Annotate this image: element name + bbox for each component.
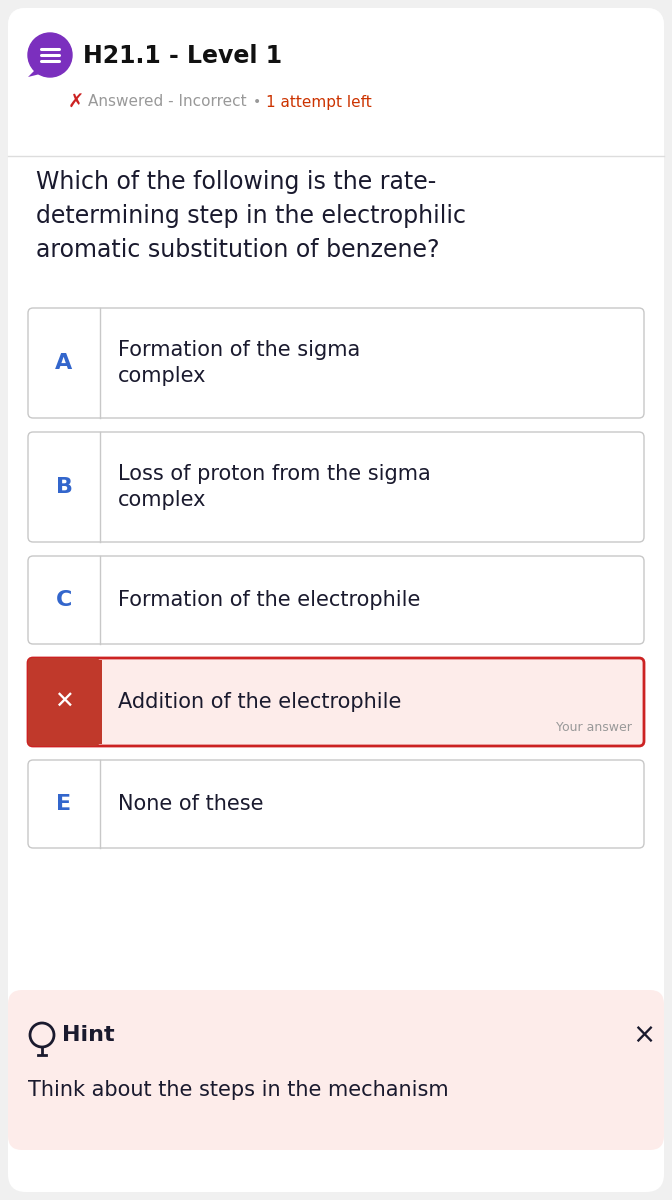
Bar — [8, 136, 664, 158]
Text: ✕: ✕ — [54, 690, 74, 714]
Text: complex: complex — [118, 366, 206, 386]
Polygon shape — [28, 68, 44, 77]
FancyBboxPatch shape — [8, 990, 664, 1150]
FancyBboxPatch shape — [8, 8, 664, 156]
Text: complex: complex — [118, 490, 206, 510]
Text: Which of the following is the rate-: Which of the following is the rate- — [36, 170, 436, 194]
FancyBboxPatch shape — [28, 308, 644, 418]
Text: ✗: ✗ — [68, 92, 85, 112]
Bar — [92, 660, 102, 744]
Text: Answered - Incorrect: Answered - Incorrect — [88, 95, 247, 109]
FancyBboxPatch shape — [28, 658, 644, 746]
FancyBboxPatch shape — [28, 658, 100, 746]
FancyBboxPatch shape — [28, 760, 644, 848]
Circle shape — [28, 32, 72, 77]
Text: Formation of the electrophile: Formation of the electrophile — [118, 590, 421, 610]
Text: A: A — [55, 353, 73, 373]
FancyBboxPatch shape — [8, 8, 664, 1192]
Text: B: B — [56, 476, 73, 497]
Text: H21.1 - Level 1: H21.1 - Level 1 — [83, 44, 282, 68]
Text: 1 attempt left: 1 attempt left — [266, 95, 372, 109]
Text: E: E — [56, 794, 71, 814]
Text: •: • — [253, 95, 261, 109]
Text: Addition of the electrophile: Addition of the electrophile — [118, 692, 401, 712]
FancyBboxPatch shape — [28, 432, 644, 542]
Text: Loss of proton from the sigma: Loss of proton from the sigma — [118, 464, 431, 484]
Text: Hint: Hint — [62, 1025, 115, 1045]
Text: Think about the steps in the mechanism: Think about the steps in the mechanism — [28, 1080, 449, 1100]
Text: Formation of the sigma: Formation of the sigma — [118, 340, 360, 360]
Text: determining step in the electrophilic: determining step in the electrophilic — [36, 204, 466, 228]
Text: Your answer: Your answer — [556, 721, 632, 734]
FancyBboxPatch shape — [28, 556, 644, 644]
Text: C: C — [56, 590, 72, 610]
Text: aromatic substitution of benzene?: aromatic substitution of benzene? — [36, 238, 439, 262]
Text: None of these: None of these — [118, 794, 263, 814]
Text: ×: × — [632, 1021, 656, 1049]
